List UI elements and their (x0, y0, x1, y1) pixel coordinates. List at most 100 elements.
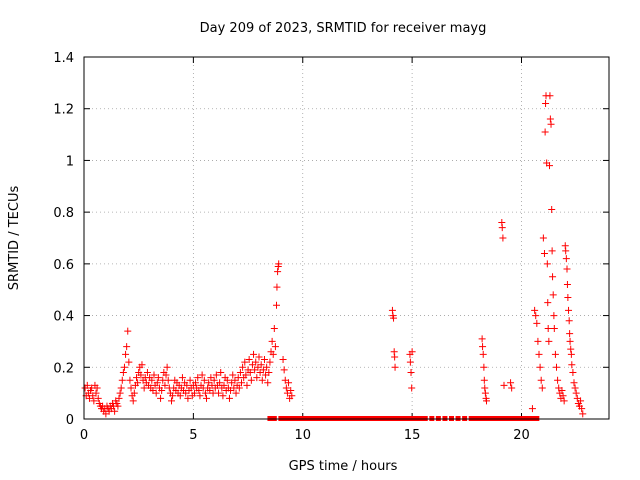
y-tick-label: 0.6 (53, 258, 74, 273)
data-point (229, 371, 237, 379)
data-point (499, 234, 507, 242)
data-point (252, 358, 260, 366)
data-point (287, 387, 295, 395)
data-point (168, 397, 175, 405)
data-point (559, 392, 567, 400)
data-point (238, 379, 245, 387)
data-point (391, 353, 399, 361)
data-point (546, 115, 554, 123)
data-point (255, 353, 263, 361)
data-point (257, 361, 265, 369)
data-point (178, 374, 186, 382)
data-point (220, 381, 228, 389)
data-point (565, 317, 573, 325)
x-axis-label: GPS time / hours (289, 459, 398, 474)
data-point (118, 376, 126, 384)
data-point (161, 381, 169, 389)
data-point (390, 314, 398, 322)
data-points (81, 92, 587, 421)
data-point (271, 343, 279, 351)
data-point (120, 363, 128, 371)
data-point (154, 374, 162, 382)
data-point (537, 376, 545, 384)
data-point (137, 371, 145, 379)
x-tick-label: 20 (513, 428, 530, 443)
data-point (507, 379, 515, 387)
data-point (480, 376, 488, 384)
data-point (247, 376, 255, 384)
data-point (126, 376, 134, 384)
data-point (93, 384, 101, 392)
data-point (270, 325, 278, 332)
data-point (216, 379, 224, 387)
x-tick-label: 5 (189, 428, 197, 443)
data-point (570, 379, 578, 387)
grid-lines (84, 57, 609, 419)
data-point (479, 343, 487, 351)
data-point (569, 368, 577, 376)
data-point (566, 330, 574, 338)
data-point (260, 356, 268, 364)
data-point (111, 407, 119, 415)
data-point (565, 306, 573, 314)
data-point (194, 374, 202, 382)
data-point (192, 379, 200, 387)
data-point (538, 384, 546, 392)
data-point (481, 384, 489, 392)
plot-frame (83, 56, 610, 420)
data-point (547, 120, 555, 128)
data-point (153, 379, 161, 387)
data-point (550, 312, 558, 320)
x-tick-label: 0 (80, 428, 88, 443)
data-point (567, 345, 575, 353)
data-point (274, 268, 282, 276)
data-point (546, 162, 553, 170)
data-point (275, 260, 283, 268)
data-point (273, 301, 280, 309)
data-point (219, 392, 227, 400)
data-point (158, 387, 166, 395)
data-point (560, 397, 568, 405)
data-point (186, 376, 194, 384)
data-point (544, 325, 552, 332)
data-point (266, 358, 274, 366)
data-point (544, 299, 552, 307)
data-point (190, 389, 198, 397)
data-point (162, 371, 170, 379)
data-point (94, 394, 102, 402)
data-point (528, 405, 536, 413)
data-point (577, 397, 585, 405)
y-tick-label: 0 (66, 413, 74, 428)
data-point (223, 376, 231, 384)
data-point (169, 392, 177, 400)
data-point (215, 389, 223, 397)
data-point (408, 384, 416, 392)
data-point (90, 397, 98, 405)
data-point (134, 379, 142, 387)
data-point (566, 337, 574, 345)
data-point (532, 312, 540, 320)
y-tick-label: 1.2 (53, 103, 74, 118)
data-point (273, 283, 281, 291)
data-point (258, 376, 266, 384)
data-point (480, 363, 488, 371)
y-tick-label: 1.4 (53, 51, 74, 66)
data-point (83, 381, 91, 389)
data-point (164, 376, 172, 384)
data-point (116, 389, 124, 397)
data-point (536, 363, 544, 371)
data-point (478, 335, 486, 343)
data-point (479, 350, 487, 358)
data-point (232, 389, 240, 397)
y-tick-label: 0.2 (53, 361, 74, 376)
x-tick-label: 10 (294, 428, 311, 443)
data-point (92, 389, 100, 397)
data-point (579, 410, 587, 418)
data-point (265, 368, 273, 376)
data-point (564, 293, 572, 301)
data-point (235, 384, 243, 392)
data-point (541, 128, 549, 136)
data-point (551, 350, 559, 358)
data-point (546, 92, 554, 100)
